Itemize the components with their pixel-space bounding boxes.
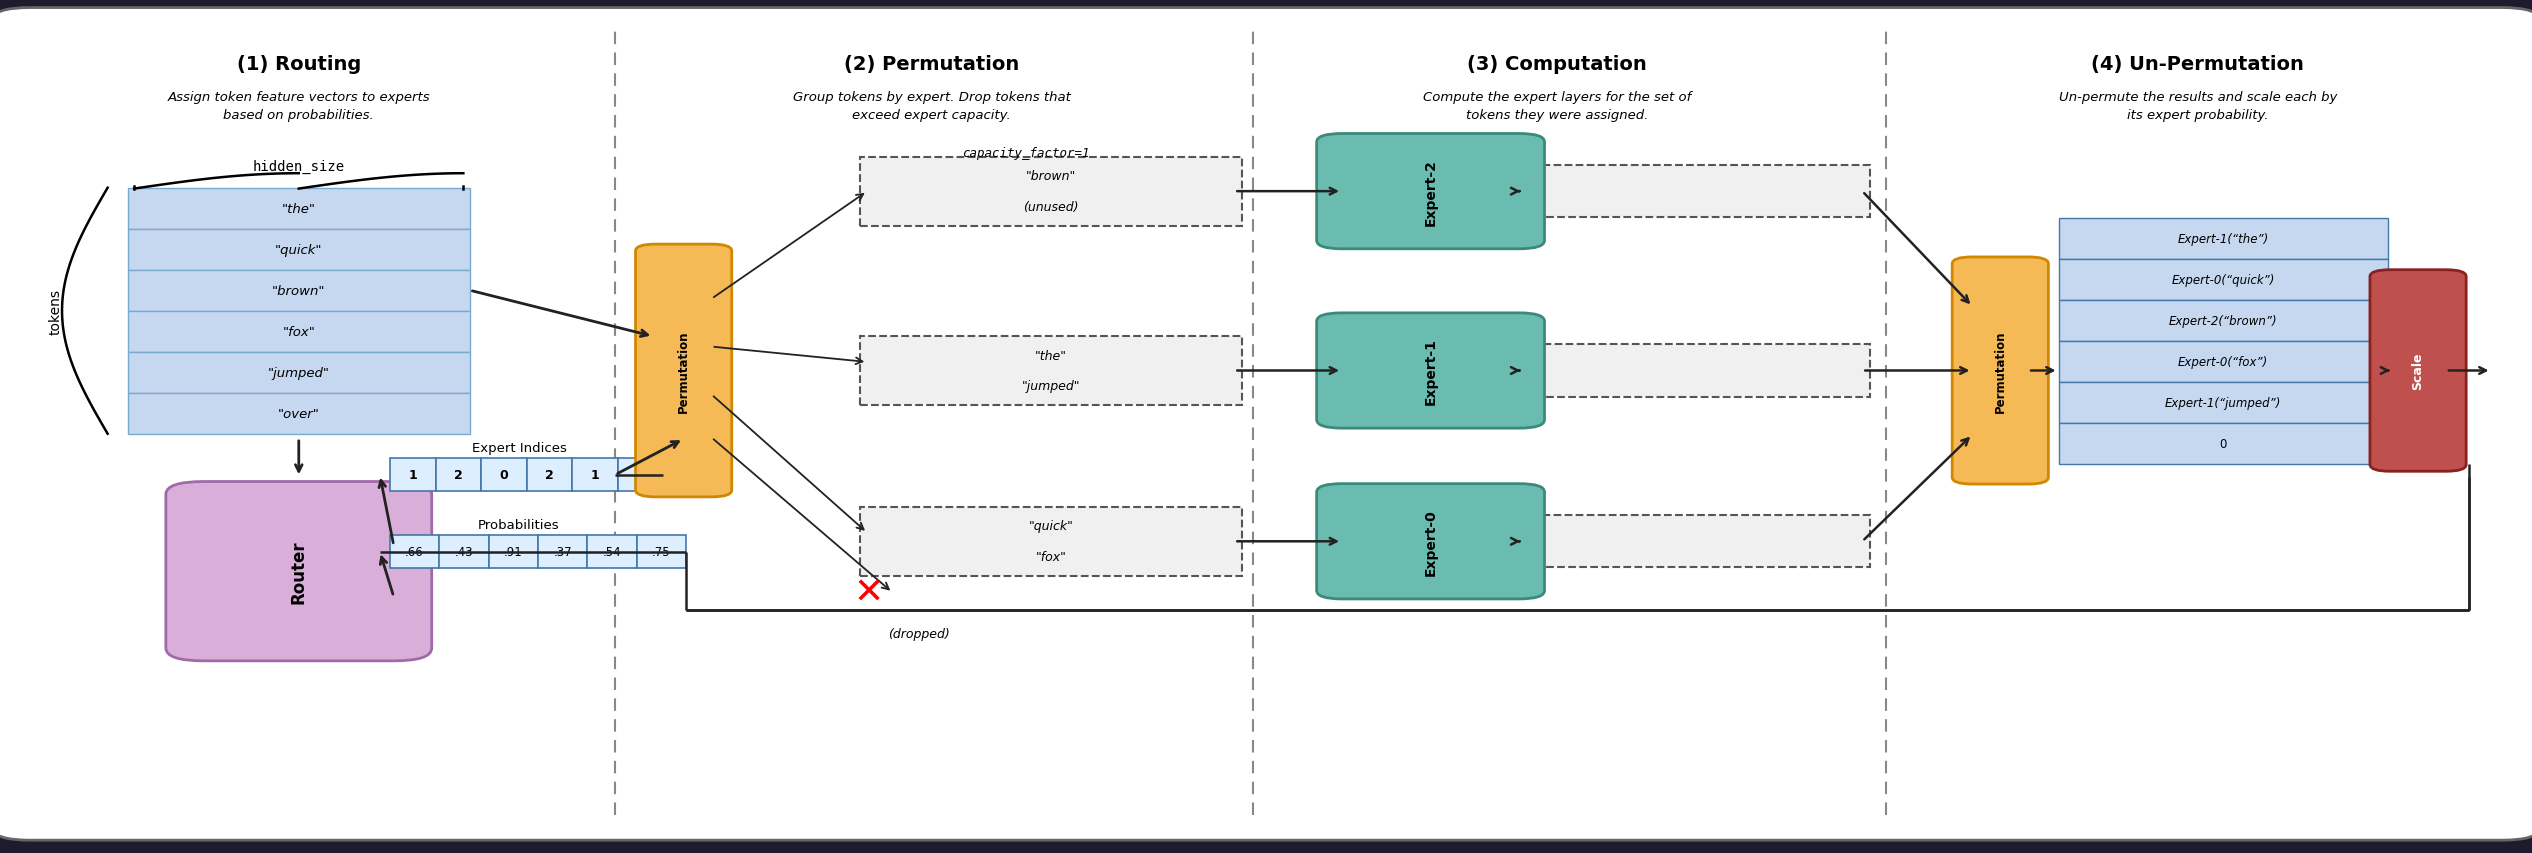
Bar xyxy=(390,459,436,491)
Bar xyxy=(390,536,441,568)
Text: ✕: ✕ xyxy=(853,576,884,610)
FancyBboxPatch shape xyxy=(2370,270,2466,472)
Text: "jumped": "jumped" xyxy=(268,366,329,380)
Text: "over": "over" xyxy=(279,407,319,421)
Text: (unused): (unused) xyxy=(1023,200,1079,214)
Text: tokens: tokens xyxy=(48,288,63,334)
Text: Expert-1: Expert-1 xyxy=(1423,338,1438,404)
Text: 1: 1 xyxy=(590,468,600,482)
Bar xyxy=(481,459,527,491)
FancyBboxPatch shape xyxy=(1952,258,2048,485)
Bar xyxy=(2059,423,2388,464)
Text: Expert-0(“fox”): Expert-0(“fox”) xyxy=(2178,355,2269,368)
Text: "fox": "fox" xyxy=(1036,550,1066,564)
Text: Un-permute the results and scale each by
its expert probability.: Un-permute the results and scale each by… xyxy=(2059,91,2337,122)
Text: 2: 2 xyxy=(544,468,555,482)
Text: 0: 0 xyxy=(499,468,509,482)
Text: Expert-2(“brown”): Expert-2(“brown”) xyxy=(2170,314,2276,328)
Bar xyxy=(2059,341,2388,382)
Text: capacity_factor=1: capacity_factor=1 xyxy=(962,147,1089,160)
Bar xyxy=(527,459,572,491)
Bar xyxy=(127,393,471,434)
Text: Expert-1(“the”): Expert-1(“the”) xyxy=(2178,232,2269,246)
Text: (2) Permutation: (2) Permutation xyxy=(843,55,1020,73)
Bar xyxy=(436,459,481,491)
FancyBboxPatch shape xyxy=(165,482,430,661)
Text: Permutation: Permutation xyxy=(1993,330,2008,412)
FancyBboxPatch shape xyxy=(1514,515,1869,568)
Text: (dropped): (dropped) xyxy=(889,627,950,641)
Text: Assign token feature vectors to experts
based on probabilities.: Assign token feature vectors to experts … xyxy=(167,91,430,122)
Text: .54: .54 xyxy=(603,545,620,559)
Text: "fox": "fox" xyxy=(284,325,314,339)
Text: Compute the expert layers for the set of
tokens they were assigned.: Compute the expert layers for the set of… xyxy=(1423,91,1691,122)
Bar xyxy=(489,536,537,568)
Text: "quick": "quick" xyxy=(276,243,322,257)
FancyBboxPatch shape xyxy=(858,157,1241,226)
Bar xyxy=(587,536,638,568)
Text: "quick": "quick" xyxy=(1028,519,1074,533)
Text: 2: 2 xyxy=(636,468,646,482)
Bar xyxy=(618,459,663,491)
Text: Scale: Scale xyxy=(2410,352,2426,390)
Bar xyxy=(127,270,471,311)
Text: hidden_size: hidden_size xyxy=(253,160,344,173)
Text: .66: .66 xyxy=(405,545,423,559)
Text: (4) Un-Permutation: (4) Un-Permutation xyxy=(2091,55,2304,73)
Text: "jumped": "jumped" xyxy=(1020,380,1081,393)
Text: 0: 0 xyxy=(2221,437,2226,450)
Text: Expert-0(“quick”): Expert-0(“quick”) xyxy=(2172,273,2274,287)
Bar xyxy=(2059,382,2388,423)
Text: Group tokens by expert. Drop tokens that
exceed expert capacity.: Group tokens by expert. Drop tokens that… xyxy=(793,91,1071,122)
Bar xyxy=(127,352,471,393)
FancyBboxPatch shape xyxy=(858,337,1241,406)
Bar xyxy=(127,189,471,229)
Text: "brown": "brown" xyxy=(1025,170,1076,183)
FancyBboxPatch shape xyxy=(1317,314,1545,429)
Text: "brown": "brown" xyxy=(271,284,327,298)
FancyBboxPatch shape xyxy=(1317,134,1545,249)
Text: Router: Router xyxy=(289,540,309,603)
Text: Expert-0: Expert-0 xyxy=(1423,508,1438,575)
Text: Expert-2: Expert-2 xyxy=(1423,159,1438,225)
Text: Probabilities: Probabilities xyxy=(479,518,560,531)
Bar xyxy=(2059,259,2388,300)
Bar xyxy=(638,536,686,568)
Text: (3) Computation: (3) Computation xyxy=(1469,55,1646,73)
Text: 2: 2 xyxy=(453,468,463,482)
Bar xyxy=(2059,218,2388,259)
Text: .43: .43 xyxy=(456,545,473,559)
Bar xyxy=(537,536,587,568)
FancyBboxPatch shape xyxy=(1317,484,1545,599)
Text: "the": "the" xyxy=(1036,349,1066,363)
Text: .37: .37 xyxy=(555,545,572,559)
Text: (1) Routing: (1) Routing xyxy=(235,55,362,73)
Bar xyxy=(127,311,471,352)
Text: .91: .91 xyxy=(504,545,522,559)
FancyBboxPatch shape xyxy=(636,245,732,497)
FancyBboxPatch shape xyxy=(1514,345,1869,397)
Text: Expert Indices: Expert Indices xyxy=(471,441,567,455)
Bar xyxy=(2059,300,2388,341)
Text: "the": "the" xyxy=(281,202,316,216)
FancyBboxPatch shape xyxy=(1514,165,1869,218)
FancyBboxPatch shape xyxy=(0,9,2532,840)
Bar xyxy=(572,459,618,491)
FancyBboxPatch shape xyxy=(858,507,1241,577)
Text: Permutation: Permutation xyxy=(676,330,691,412)
Text: .75: .75 xyxy=(653,545,671,559)
Bar xyxy=(441,536,489,568)
Text: 1: 1 xyxy=(408,468,418,482)
Bar xyxy=(127,229,471,270)
Text: Expert-1(“jumped”): Expert-1(“jumped”) xyxy=(2165,396,2281,409)
